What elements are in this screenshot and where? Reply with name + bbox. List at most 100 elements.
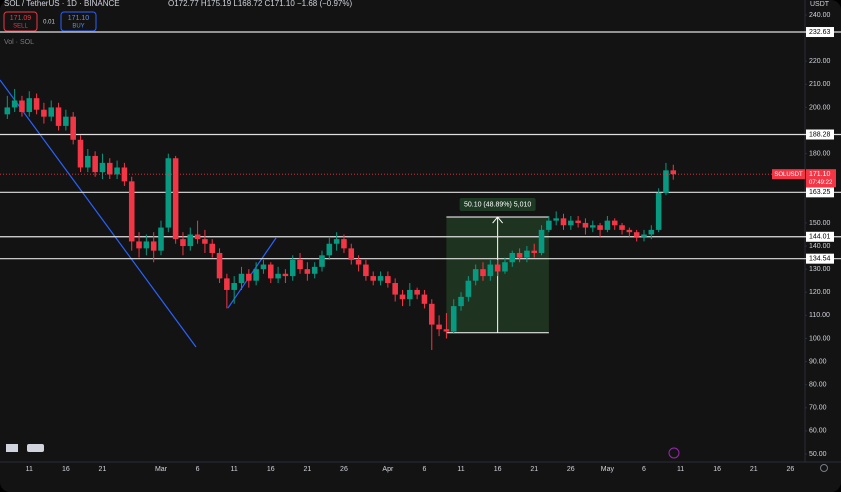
candle-body <box>663 170 669 193</box>
candle-body <box>502 262 508 272</box>
y-tick-label: 110.00 <box>809 312 830 319</box>
level-label: 163.25 <box>809 189 831 196</box>
level-label-box <box>806 231 834 242</box>
candle-body <box>180 239 186 247</box>
x-tick-label: 16 <box>713 466 721 473</box>
level-label-box <box>806 129 834 140</box>
candle-body <box>414 289 420 295</box>
candle-body <box>494 264 501 272</box>
level-label-box <box>806 27 834 38</box>
ohlc-legend: O172.77 H175.19 L168.72 C171.10 −1.68 (−… <box>168 0 352 8</box>
x-tick-label: 11 <box>231 466 238 473</box>
candle-body <box>604 220 611 230</box>
measure-label: 50.10 (48.89%) 5,010 <box>464 201 531 208</box>
candle-body <box>524 250 530 258</box>
buy-button[interactable] <box>60 11 97 32</box>
x-tick-label: 21 <box>303 466 311 473</box>
logo-mark <box>6 444 18 452</box>
candle-body <box>538 229 545 253</box>
candle-body <box>70 116 76 140</box>
level-label: 188.28 <box>809 131 831 138</box>
y-tick-label: 220.00 <box>809 58 831 65</box>
candle-body <box>92 155 98 173</box>
x-tick-label: May <box>601 466 615 473</box>
candle-body <box>63 116 69 126</box>
x-tick-label: 21 <box>750 466 758 473</box>
level-label: 144.01 <box>809 234 831 241</box>
plot <box>0 31 841 351</box>
candle-body <box>19 100 25 113</box>
candle-body <box>165 158 172 228</box>
candle-body <box>575 220 581 223</box>
y-tick-label: 90.00 <box>809 358 827 365</box>
x-tick-label: 16 <box>267 466 275 473</box>
overlay: 50.10 (48.89%) 5,010 232.63 188.28 163.25 14… <box>459 27 836 264</box>
candle-body <box>48 107 55 117</box>
candle-body <box>231 283 237 290</box>
candle-body <box>202 239 208 244</box>
x-tick-label: Apr <box>382 466 394 473</box>
candle-body <box>114 167 120 175</box>
candle-body <box>428 303 435 325</box>
sell-button[interactable] <box>3 11 38 32</box>
candle-body <box>392 283 398 295</box>
x-tick-label: 16 <box>62 466 70 473</box>
y-tick-label: 210.00 <box>809 81 831 88</box>
candle-body <box>267 264 274 279</box>
candle-body <box>611 220 618 226</box>
candle-body <box>187 234 194 247</box>
sell-label: SELL <box>13 24 28 30</box>
x-tick-label: 6 <box>642 466 646 473</box>
candle-body <box>275 273 281 279</box>
candle-body <box>194 234 201 240</box>
symbol-title: SOL / TetherUS · 1D · BINANCE <box>4 0 120 8</box>
candle-body <box>172 158 179 240</box>
y-tick-label: 60.00 <box>809 428 827 435</box>
candle-body <box>597 225 603 230</box>
candle-body <box>472 269 479 281</box>
y-tick-label: 50.00 <box>809 451 827 458</box>
candle-body <box>458 296 464 307</box>
candle-body <box>377 276 384 281</box>
price-label-box <box>806 169 836 188</box>
countdown: 07:49:22 <box>809 180 833 186</box>
y-tick-label: 100.00 <box>809 335 831 342</box>
candle-body <box>121 167 128 182</box>
x-tick-label: 26 <box>786 466 794 473</box>
candle-body <box>4 107 11 115</box>
buy-price: 171.10 <box>68 15 90 22</box>
candle-body <box>509 252 516 263</box>
candle-body <box>655 192 662 230</box>
candle-body <box>106 162 113 175</box>
candle-body <box>450 306 457 332</box>
event-icon[interactable] <box>668 447 680 459</box>
tv-logo <box>6 444 44 452</box>
candle-body <box>311 266 318 274</box>
measure-label-box <box>459 198 536 212</box>
candle-body <box>553 218 559 221</box>
candle-body <box>333 239 340 244</box>
candle-body <box>568 220 574 226</box>
candle-body <box>487 264 494 277</box>
candle-body <box>348 248 355 260</box>
y-tick-label: 140.00 <box>809 243 831 250</box>
level-label-box <box>806 253 834 264</box>
x-tick-label: 11 <box>457 466 464 473</box>
candle-body <box>304 269 311 274</box>
candle-body <box>641 234 647 237</box>
y-tick-label: 120.00 <box>809 289 831 296</box>
settings-icon[interactable] <box>820 464 828 472</box>
candle-body <box>589 225 596 228</box>
candle-body <box>216 252 223 279</box>
candle-body <box>26 98 33 113</box>
candle-body <box>150 241 157 251</box>
candle-body <box>260 264 267 270</box>
currency: USDT <box>810 1 830 8</box>
y-tick-label: 240.00 <box>809 12 831 19</box>
logo-pro <box>27 444 44 452</box>
x-tick-label: 16 <box>494 466 502 473</box>
y-tick-label: 80.00 <box>809 382 827 389</box>
x-tick-label: 21 <box>99 466 107 473</box>
